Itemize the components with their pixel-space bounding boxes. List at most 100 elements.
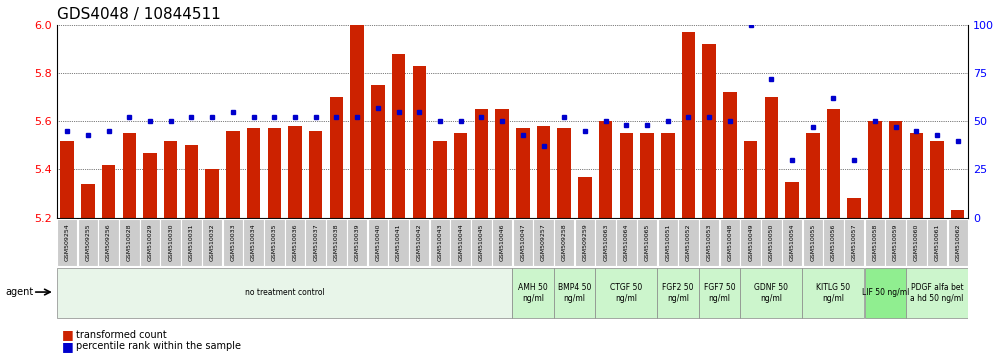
Bar <box>495 109 509 218</box>
Bar <box>288 126 302 218</box>
FancyBboxPatch shape <box>78 219 98 266</box>
Bar <box>102 165 116 218</box>
Bar <box>123 133 136 218</box>
Text: GSM510033: GSM510033 <box>230 224 235 261</box>
FancyBboxPatch shape <box>803 268 865 318</box>
Text: GSM510031: GSM510031 <box>189 224 194 261</box>
FancyBboxPatch shape <box>596 268 657 318</box>
Bar <box>309 131 323 218</box>
Bar <box>143 153 156 218</box>
FancyBboxPatch shape <box>678 219 699 266</box>
Text: agent: agent <box>5 287 33 297</box>
Text: GSM509258: GSM509258 <box>562 224 567 261</box>
Text: GSM510040: GSM510040 <box>375 224 380 261</box>
Text: GSM510065: GSM510065 <box>644 224 649 261</box>
FancyBboxPatch shape <box>243 219 264 266</box>
FancyBboxPatch shape <box>720 219 740 266</box>
Text: GSM510048: GSM510048 <box>727 224 732 261</box>
Text: GSM510050: GSM510050 <box>769 224 774 261</box>
Text: GSM510045: GSM510045 <box>479 224 484 261</box>
Text: GSM510053: GSM510053 <box>707 224 712 261</box>
Bar <box>351 25 364 218</box>
FancyBboxPatch shape <box>554 219 575 266</box>
Bar <box>888 121 902 218</box>
Text: GSM510055: GSM510055 <box>811 224 816 261</box>
Bar <box>909 133 923 218</box>
Text: GSM510037: GSM510037 <box>313 224 318 261</box>
FancyBboxPatch shape <box>388 219 408 266</box>
Text: GSM510035: GSM510035 <box>272 224 277 261</box>
Text: AMH 50
ng/ml: AMH 50 ng/ml <box>518 283 548 303</box>
Text: GSM510034: GSM510034 <box>251 224 256 261</box>
FancyBboxPatch shape <box>699 219 719 266</box>
Text: GSM510038: GSM510038 <box>334 224 339 261</box>
FancyBboxPatch shape <box>429 219 450 266</box>
FancyBboxPatch shape <box>368 219 388 266</box>
Bar <box>869 121 881 218</box>
Bar <box>247 129 260 218</box>
Text: GSM510056: GSM510056 <box>831 224 836 261</box>
FancyBboxPatch shape <box>844 219 865 266</box>
Text: GSM510060: GSM510060 <box>914 224 919 261</box>
FancyBboxPatch shape <box>306 219 326 266</box>
FancyBboxPatch shape <box>326 219 347 266</box>
Text: GSM509259: GSM509259 <box>583 224 588 261</box>
Text: GDNF 50
ng/ml: GDNF 50 ng/ml <box>754 283 789 303</box>
Text: GSM509256: GSM509256 <box>106 224 111 261</box>
FancyBboxPatch shape <box>99 219 119 266</box>
Bar <box>848 198 861 218</box>
Bar <box>454 133 467 218</box>
Bar <box>579 177 592 218</box>
FancyBboxPatch shape <box>699 268 740 318</box>
Bar <box>205 170 219 218</box>
Bar <box>682 32 695 218</box>
FancyBboxPatch shape <box>865 268 905 318</box>
Text: GSM509255: GSM509255 <box>86 224 91 261</box>
Text: GSM510032: GSM510032 <box>209 224 214 261</box>
FancyBboxPatch shape <box>657 268 698 318</box>
FancyBboxPatch shape <box>57 219 78 266</box>
FancyBboxPatch shape <box>575 219 596 266</box>
Text: GSM510039: GSM510039 <box>355 224 360 261</box>
Text: GSM510042: GSM510042 <box>416 224 421 261</box>
Text: GSM510041: GSM510041 <box>396 224 401 261</box>
FancyBboxPatch shape <box>596 219 616 266</box>
Bar <box>951 211 964 218</box>
Bar <box>558 129 571 218</box>
FancyBboxPatch shape <box>471 219 492 266</box>
FancyBboxPatch shape <box>512 268 554 318</box>
FancyBboxPatch shape <box>222 219 243 266</box>
Bar <box>516 129 530 218</box>
Text: LIF 50 ng/ml: LIF 50 ng/ml <box>862 289 909 297</box>
FancyBboxPatch shape <box>927 219 947 266</box>
Text: GSM510036: GSM510036 <box>293 224 298 261</box>
Text: GSM510049: GSM510049 <box>748 224 753 261</box>
FancyBboxPatch shape <box>57 268 512 318</box>
Text: KITLG 50
ng/ml: KITLG 50 ng/ml <box>817 283 851 303</box>
Bar <box>81 184 95 218</box>
Bar <box>744 141 757 218</box>
Bar <box>806 133 820 218</box>
Text: FGF7 50
ng/ml: FGF7 50 ng/ml <box>704 283 735 303</box>
Text: GSM509254: GSM509254 <box>65 224 70 261</box>
Bar <box>330 97 343 218</box>
Text: GSM510043: GSM510043 <box>437 224 442 261</box>
Bar <box>599 121 613 218</box>
Bar <box>412 66 426 218</box>
FancyBboxPatch shape <box>492 219 512 266</box>
FancyBboxPatch shape <box>347 219 368 266</box>
FancyBboxPatch shape <box>617 219 636 266</box>
FancyBboxPatch shape <box>824 219 844 266</box>
Bar <box>226 131 240 218</box>
Text: ■: ■ <box>62 340 74 353</box>
Bar <box>702 44 716 218</box>
FancyBboxPatch shape <box>513 219 533 266</box>
FancyBboxPatch shape <box>264 219 285 266</box>
Text: GSM510051: GSM510051 <box>665 224 670 261</box>
FancyBboxPatch shape <box>160 219 181 266</box>
Text: CTGF 50
ng/ml: CTGF 50 ng/ml <box>611 283 642 303</box>
Text: GSM510058: GSM510058 <box>872 224 877 261</box>
Bar <box>537 126 550 218</box>
FancyBboxPatch shape <box>740 219 761 266</box>
Text: no treatment control: no treatment control <box>245 289 325 297</box>
